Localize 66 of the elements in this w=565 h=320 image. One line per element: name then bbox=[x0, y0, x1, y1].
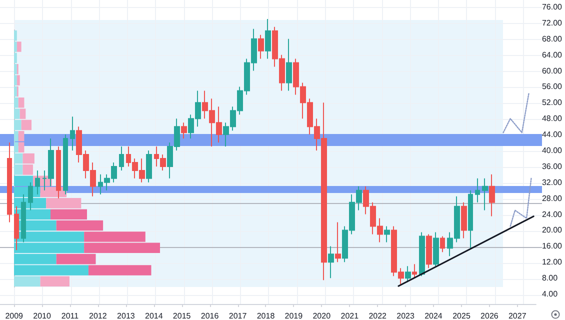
candlestick bbox=[146, 150, 152, 183]
candlestick bbox=[63, 134, 68, 195]
x-tick-label: 2013 bbox=[117, 312, 136, 320]
candlestick bbox=[468, 190, 473, 249]
line-series bbox=[510, 178, 532, 227]
y-tick-label: 12.00 bbox=[542, 258, 563, 267]
candlestick bbox=[426, 234, 432, 269]
candlestick bbox=[405, 266, 411, 283]
x-tick-label: 2024 bbox=[424, 312, 443, 320]
x-tick-label: 2027 bbox=[508, 312, 527, 320]
y-tick-label: 60.00 bbox=[542, 66, 563, 76]
y-tick-label: 44.00 bbox=[542, 130, 563, 140]
candlestick bbox=[328, 246, 334, 279]
candlestick bbox=[482, 178, 488, 211]
candlestick bbox=[419, 232, 425, 277]
y-tick-label: 28.00 bbox=[542, 194, 563, 203]
y-tick-label: 52.00 bbox=[542, 98, 563, 108]
y-tick-label: 24.00 bbox=[542, 210, 563, 219]
candlestick bbox=[335, 222, 341, 263]
y-tick-label: 48.00 bbox=[542, 114, 563, 124]
x-tick-label: 2010 bbox=[33, 312, 52, 320]
candlestick bbox=[433, 232, 439, 267]
candlestick bbox=[181, 122, 187, 140]
y-tick-label: 16.00 bbox=[542, 242, 563, 251]
x-tick-label: 2019 bbox=[284, 312, 304, 320]
y-tick-label: 40.00 bbox=[542, 146, 563, 156]
x-tick-label: 2009 bbox=[5, 312, 24, 320]
x-tick-label: 2011 bbox=[61, 312, 80, 320]
x-tick-label: 2018 bbox=[256, 312, 276, 320]
y-tick-label: 8.00 bbox=[542, 274, 558, 283]
candlestick bbox=[489, 174, 495, 217]
y-tick-label: 68.00 bbox=[542, 34, 563, 44]
x-tick-label: 2021 bbox=[340, 312, 360, 320]
bar bbox=[16, 42, 22, 52]
candlestick bbox=[412, 264, 417, 279]
candlestick bbox=[119, 146, 124, 171]
candlestick bbox=[56, 146, 61, 199]
y-tick-label: 4.00 bbox=[542, 290, 558, 299]
y-tick-label: 76.00 bbox=[542, 2, 563, 12]
x-tick-label: 2022 bbox=[368, 312, 388, 320]
x-tick-label: 2016 bbox=[200, 312, 220, 320]
candlestick bbox=[384, 226, 390, 243]
candlestick bbox=[70, 116, 75, 152]
y-tick-label: 64.00 bbox=[542, 50, 563, 60]
bar bbox=[14, 276, 40, 287]
x-tick-label: 2015 bbox=[172, 312, 192, 320]
x-tick-label: 2017 bbox=[228, 312, 248, 320]
candlestick bbox=[7, 142, 12, 223]
x-tick-label: 2020 bbox=[312, 312, 332, 320]
y-tick-label: 56.00 bbox=[542, 82, 563, 92]
y-tick-label: 72.00 bbox=[542, 18, 563, 28]
candlestick bbox=[286, 38, 292, 92]
candlestick bbox=[461, 202, 467, 239]
x-tick-label: 2012 bbox=[89, 312, 108, 320]
bar bbox=[40, 276, 70, 287]
candlestick bbox=[440, 236, 445, 253]
candlestick bbox=[258, 34, 264, 60]
x-tick-label: 2026 bbox=[480, 312, 499, 320]
candlestick bbox=[265, 18, 271, 60]
candlestick bbox=[475, 178, 480, 203]
x-tick-label: 2025 bbox=[452, 312, 471, 320]
y-tick-label: 36.00 bbox=[542, 162, 563, 171]
x-tick-label: 2014 bbox=[144, 312, 164, 320]
y-tick-label: 20.00 bbox=[542, 226, 563, 235]
y-tick-label: 32.00 bbox=[542, 178, 563, 187]
x-tick-label: 2023 bbox=[396, 312, 415, 320]
